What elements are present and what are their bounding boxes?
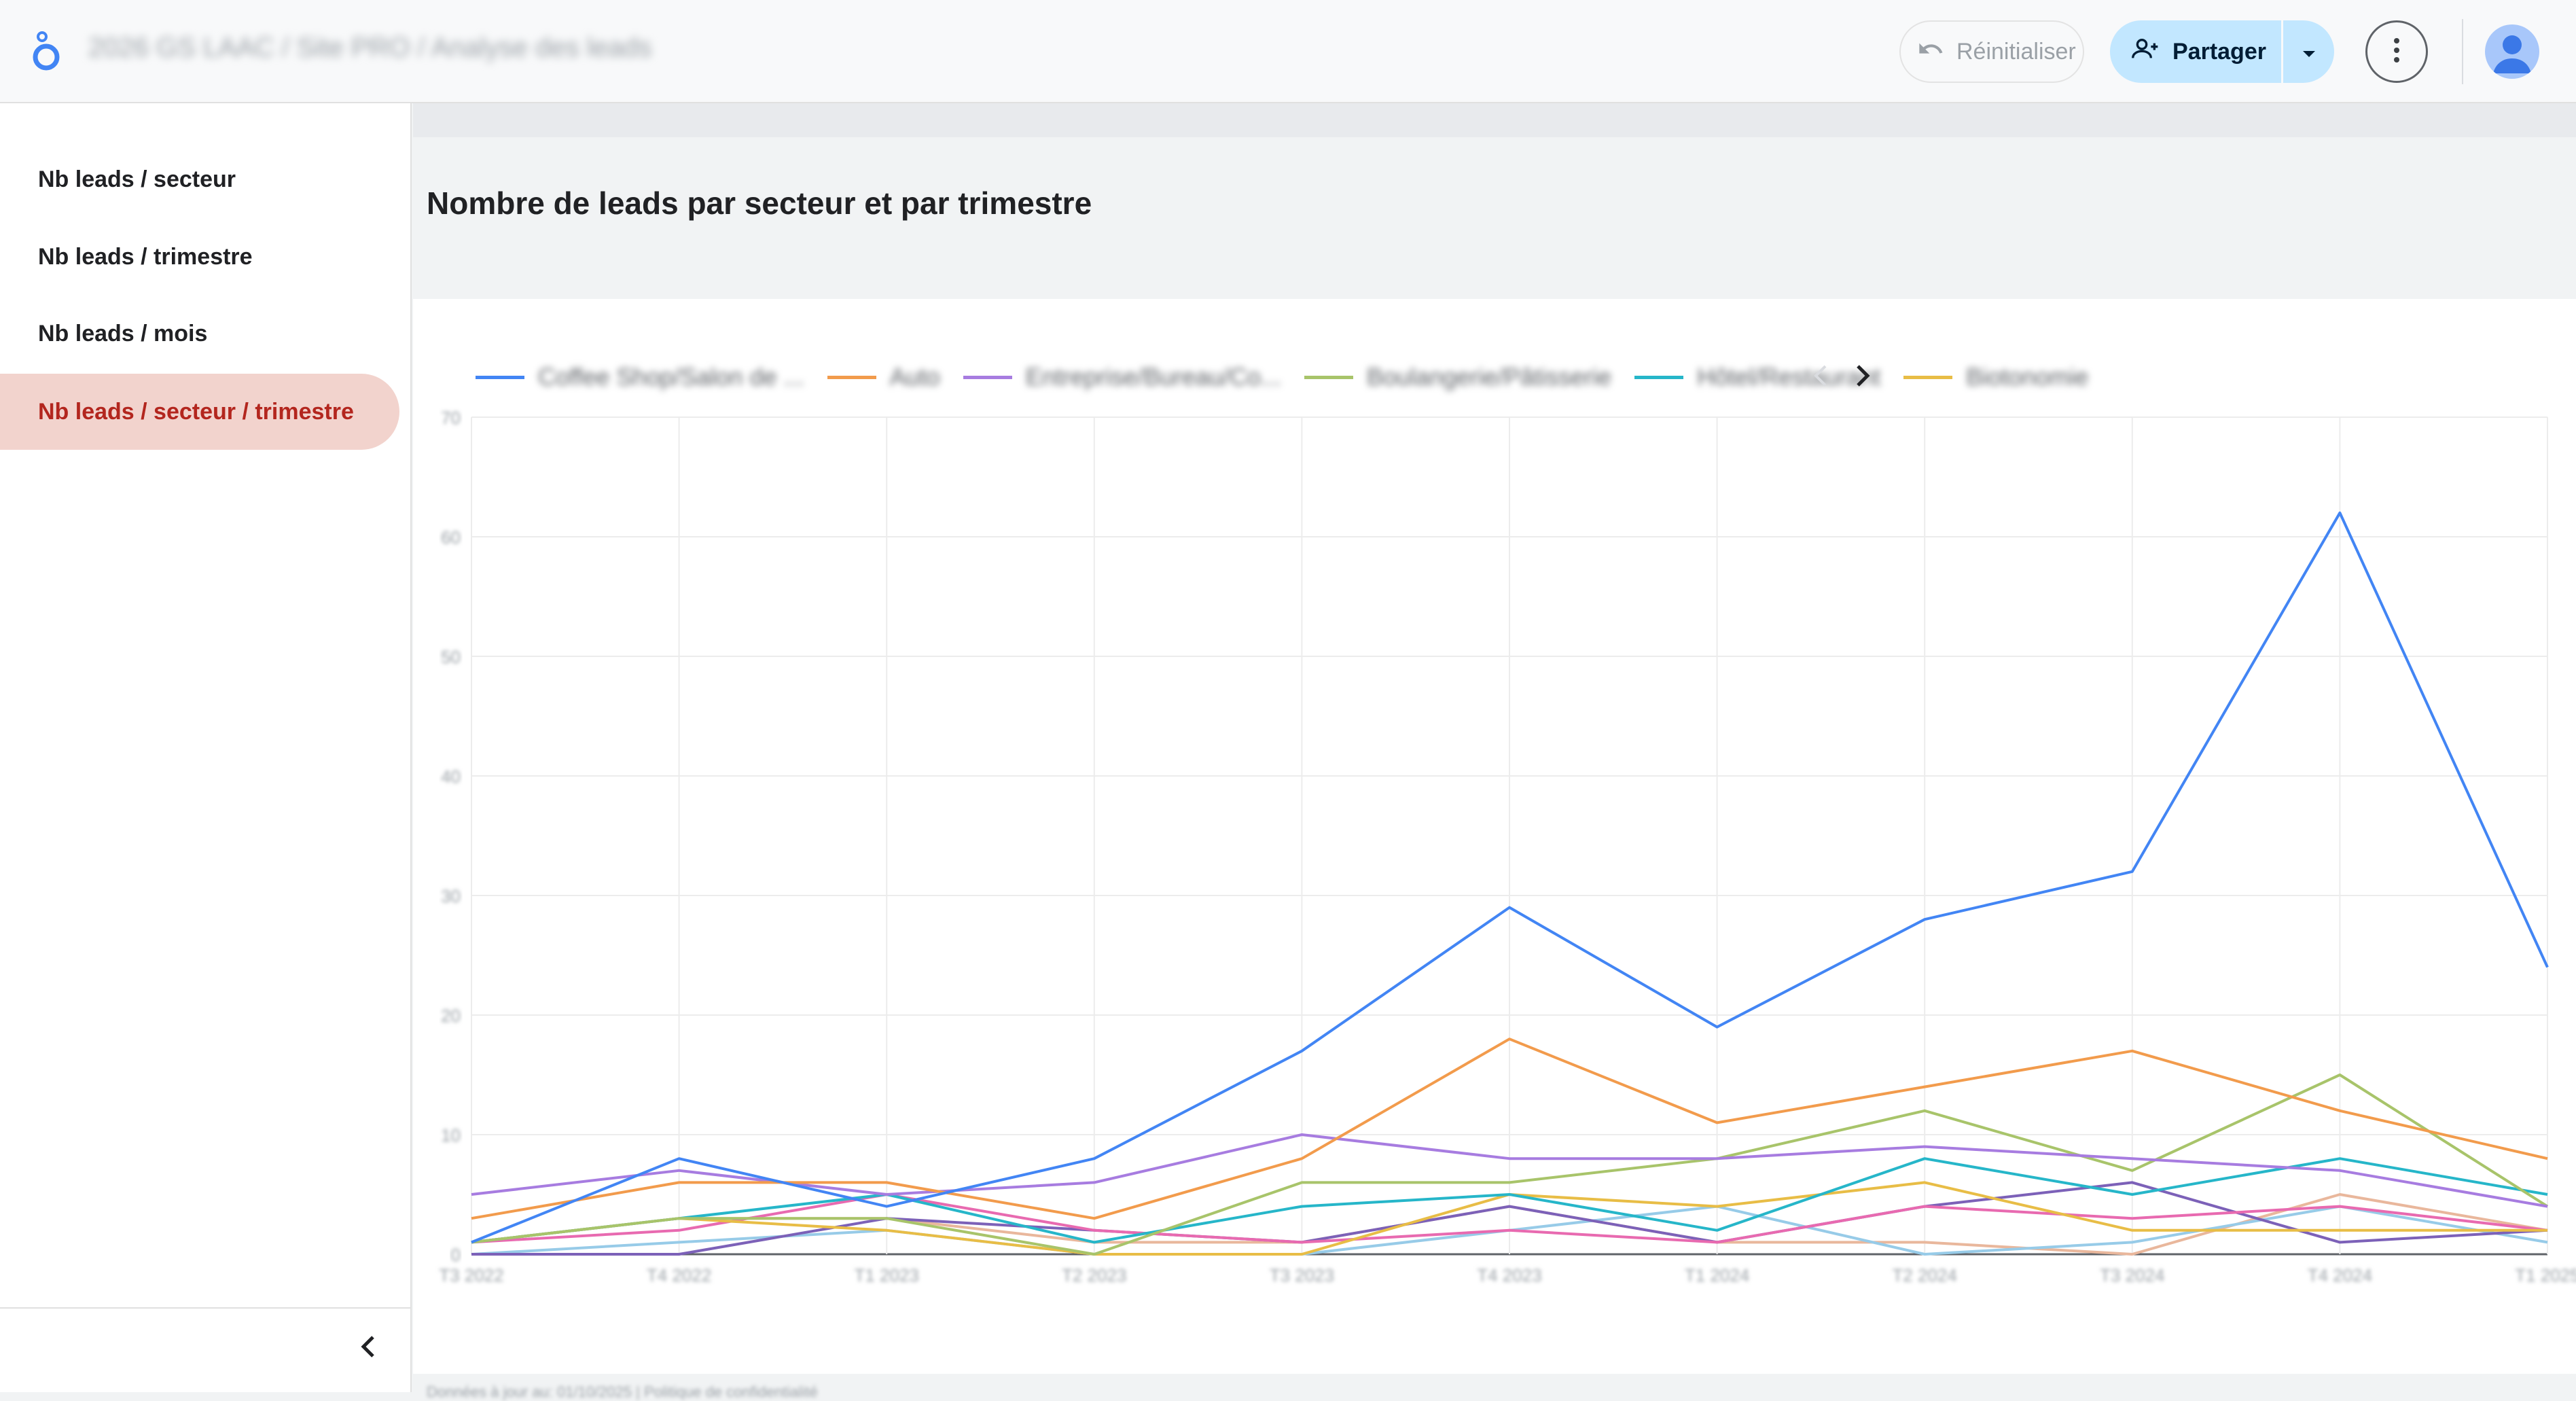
nav-item-leads-trimestre[interactable]: Nb leads / trimestre xyxy=(38,243,253,270)
header-divider xyxy=(2462,19,2463,84)
chart-legend: Coffee Shop/Salon de ... Auto Entreprise/B… xyxy=(476,363,2111,391)
nav-item-leads-secteur-trimestre[interactable]: Nb leads / secteur / trimestre xyxy=(0,374,399,450)
legend-swatch xyxy=(1903,375,1953,379)
x-tick-label: T1 2024 xyxy=(1685,1265,1749,1285)
series-line[interactable] xyxy=(471,1074,2549,1256)
y-tick-label: 20 xyxy=(441,1006,461,1026)
share-dropdown-button[interactable] xyxy=(2283,20,2334,83)
y-tick-label: 50 xyxy=(441,647,461,667)
legend-label: Auto xyxy=(889,363,940,391)
reset-button[interactable]: Réinitialiser xyxy=(1899,20,2084,83)
chevron-left-icon xyxy=(1813,363,1828,391)
series-line[interactable] xyxy=(471,1038,2548,1220)
top-app-bar: 2026 GS LAAC / Site PRO / Analyse des le… xyxy=(0,0,2576,103)
legend-item[interactable]: Hôtel/Restaurant xyxy=(1634,363,1880,391)
legend-item[interactable]: Coffee Shop/Salon de ... xyxy=(476,363,804,391)
x-tick-label: T4 2024 xyxy=(2308,1265,2372,1285)
legend-swatch xyxy=(476,375,524,379)
legend-next-button[interactable] xyxy=(1849,360,1876,394)
chart-card: Coffee Shop/Salon de ... Auto Entreprise/B… xyxy=(413,299,2576,1374)
y-tick-label: 70 xyxy=(441,408,461,428)
x-tick-label: T2 2024 xyxy=(1892,1265,1956,1285)
avatar[interactable] xyxy=(2485,24,2539,79)
reset-label: Réinitialiser xyxy=(1956,38,2076,65)
caret-down-icon xyxy=(2302,39,2316,65)
chevron-left-icon xyxy=(360,1334,376,1362)
more-options-button[interactable] xyxy=(2365,20,2428,83)
share-button-group: Partager xyxy=(2110,20,2334,83)
share-divider xyxy=(2281,20,2283,83)
more-vert-icon xyxy=(2393,37,2401,67)
x-tick-label: T1 2025 xyxy=(2515,1265,2576,1285)
canvas-top-strip xyxy=(413,103,2576,137)
x-tick-label: T3 2023 xyxy=(1270,1265,1334,1285)
sidebar-divider xyxy=(0,1307,410,1309)
legend-swatch xyxy=(827,375,876,379)
add-person-icon xyxy=(2130,35,2160,69)
legend-label: Biotonomie xyxy=(1966,363,2089,391)
series-line[interactable] xyxy=(471,511,2549,1244)
y-tick-label: 60 xyxy=(441,527,461,548)
undo-icon xyxy=(1917,35,1944,69)
share-label: Partager xyxy=(2172,38,2266,65)
x-tick-label: T3 2024 xyxy=(2100,1265,2164,1285)
chart-title: Nombre de leads par secteur et par trime… xyxy=(427,185,1092,221)
line-chart: 0 10 20 30 40 50 60 70 T3 2022 T4 2022 T1 2023 T2 2… xyxy=(439,408,2576,1285)
x-tick-label: T2 2023 xyxy=(1062,1265,1126,1285)
nav-item-leads-secteur[interactable]: Nb leads / secteur xyxy=(38,166,236,192)
series-line[interactable] xyxy=(471,1193,2548,1244)
y-tick-label: 10 xyxy=(441,1125,461,1146)
share-button[interactable]: Partager xyxy=(2110,20,2281,83)
series-line[interactable] xyxy=(471,1157,2548,1244)
legend-swatch xyxy=(1634,375,1684,379)
footer-note: Données à jour au: 01/10/2025 | Politiqu… xyxy=(427,1383,818,1400)
looker-studio-logo-icon[interactable] xyxy=(27,30,65,73)
legend-swatch xyxy=(1304,375,1353,379)
legend-item[interactable]: Biotonomie xyxy=(1903,363,2088,391)
y-tick-label: 30 xyxy=(441,886,461,906)
nav-item-leads-mois[interactable]: Nb leads / mois xyxy=(38,320,208,347)
legend-item[interactable]: Entreprise/Bureau/Co... xyxy=(963,363,1281,391)
legend-label: Coffee Shop/Salon de ... xyxy=(538,363,804,391)
legend-label: Boulangerie/Pâtisserie xyxy=(1366,363,1612,391)
x-tick-label: T4 2023 xyxy=(1477,1265,1541,1285)
y-tick-label: 40 xyxy=(441,766,461,787)
page-navigation-sidebar: Nb leads / secteur Nb leads / trimestre … xyxy=(0,103,412,1392)
legend-item[interactable]: Boulangerie/Pâtisserie xyxy=(1304,363,1611,391)
x-tick-label: T1 2023 xyxy=(854,1265,918,1285)
collapse-sidebar-button[interactable] xyxy=(353,1328,383,1368)
x-tick-label: T4 2022 xyxy=(647,1265,711,1285)
report-title[interactable]: 2026 GS LAAC / Site PRO / Analyse des le… xyxy=(88,33,652,63)
legend-prev-button[interactable] xyxy=(1807,360,1834,394)
series-line[interactable] xyxy=(471,1181,2548,1256)
y-tick-label: 0 xyxy=(451,1245,461,1265)
chevron-right-icon xyxy=(1855,363,1870,391)
series-line[interactable] xyxy=(471,1133,2548,1208)
legend-label: Entreprise/Bureau/Co... xyxy=(1025,363,1281,391)
legend-label: Hôtel/Restaurant xyxy=(1697,363,1881,391)
legend-item[interactable]: Auto xyxy=(827,363,940,391)
legend-swatch xyxy=(963,375,1012,379)
x-tick-label: T3 2022 xyxy=(439,1265,503,1285)
